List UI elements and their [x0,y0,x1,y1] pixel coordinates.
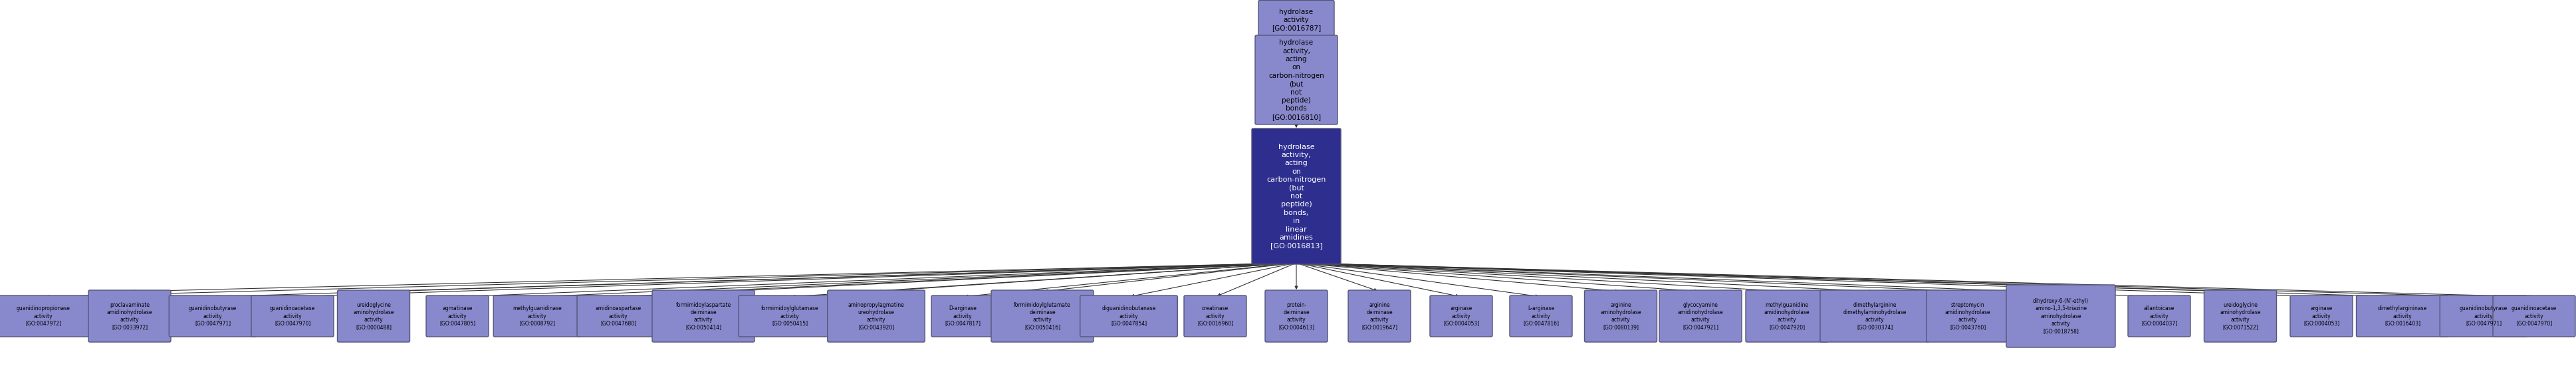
Text: methylguanidine
amidinohydrolase
activity
[GO:0047920]: methylguanidine amidinohydrolase activit… [1765,302,1811,330]
FancyBboxPatch shape [1252,129,1342,264]
FancyBboxPatch shape [1347,290,1412,342]
FancyBboxPatch shape [1584,290,1656,342]
FancyBboxPatch shape [170,296,258,337]
FancyBboxPatch shape [1927,290,2009,342]
FancyBboxPatch shape [1265,290,1327,342]
FancyBboxPatch shape [577,296,659,337]
FancyBboxPatch shape [2205,290,2277,342]
FancyBboxPatch shape [827,290,925,342]
Text: guanidinobutyrase
activity
[GO:0047971]: guanidinobutyrase activity [GO:0047971] [2460,306,2506,327]
FancyBboxPatch shape [2128,296,2190,337]
FancyBboxPatch shape [2439,296,2527,337]
FancyBboxPatch shape [1747,290,1829,342]
Text: protein-
deiminase
activity
[GO:0004613]: protein- deiminase activity [GO:0004613] [1278,302,1314,330]
Text: glycocyamine
amidinohydrolase
activity
[GO:0047921]: glycocyamine amidinohydrolase activity [… [1677,302,1723,330]
Text: arginase
activity
[GO:0004053]: arginase activity [GO:0004053] [2303,306,2339,327]
FancyBboxPatch shape [2494,296,2576,337]
Text: L-arginase
activity
[GO:0047816]: L-arginase activity [GO:0047816] [1522,306,1558,327]
FancyBboxPatch shape [1510,296,1571,337]
FancyBboxPatch shape [992,290,1095,342]
FancyBboxPatch shape [337,290,410,342]
FancyBboxPatch shape [933,296,994,337]
FancyBboxPatch shape [2357,296,2450,337]
FancyBboxPatch shape [1821,290,1929,342]
Text: creatinase
activity
[GO:0016960]: creatinase activity [GO:0016960] [1198,306,1234,327]
Text: arginine
deiminase
activity
[GO:0019647]: arginine deiminase activity [GO:0019647] [1360,302,1396,330]
Text: hydrolase
activity,
acting
on
carbon-nitrogen
(but
not
peptide)
bonds
[GO:001681: hydrolase activity, acting on carbon-nit… [1267,39,1324,120]
Text: formimidoylglutamase
activity
[GO:0050415]: formimidoylglutamase activity [GO:005041… [760,306,819,327]
Text: dimethylargininase
activity
[GO:0016403]: dimethylargininase activity [GO:0016403] [2378,306,2427,327]
Text: ureidoglycine
aminohydrolase
activity
[GO:0071522]: ureidoglycine aminohydrolase activity [G… [2221,302,2262,330]
Text: diguanidinobutanase
activity
[GO:0047854]: diguanidinobutanase activity [GO:0047854… [1103,306,1157,327]
Text: dimethylarginine
dimethylaminohydrolase
activity
[GO:0030374]: dimethylarginine dimethylaminohydrolase … [1842,302,1906,330]
Text: streptomycin
amidinohydrolase
activity
[GO:0043760]: streptomycin amidinohydrolase activity [… [1945,302,1991,330]
FancyBboxPatch shape [1430,296,1492,337]
Text: hydrolase
activity
[GO:0016787]: hydrolase activity [GO:0016787] [1273,8,1321,31]
Text: formimidoylglutamate
deiminase
activity
[GO:0050416]: formimidoylglutamate deiminase activity … [1015,302,1072,330]
Text: guanidinopropionase
activity
[GO:0047972]: guanidinopropionase activity [GO:0047972… [15,306,70,327]
Text: ureidoglycine
aminohydrolase
activity
[GO:0000488]: ureidoglycine aminohydrolase activity [G… [353,302,394,330]
Text: proclavaminate
amidinohydrolase
activity
[GO:0033972]: proclavaminate amidinohydrolase activity… [106,302,152,330]
Text: agmatinase
activity
[GO:0047805]: agmatinase activity [GO:0047805] [440,306,477,327]
FancyBboxPatch shape [0,296,93,337]
Text: arginine
aminohydrolase
activity
[GO:0080139]: arginine aminohydrolase activity [GO:008… [1600,302,1641,330]
FancyBboxPatch shape [1255,35,1337,124]
FancyBboxPatch shape [1260,0,1334,40]
Text: guanidinoacetase
activity
[GO:0047970]: guanidinoacetase activity [GO:0047970] [270,306,314,327]
Text: hydrolase
activity,
acting
on
carbon-nitrogen
(but
not
peptide)
bonds,
in
linear: hydrolase activity, acting on carbon-nit… [1267,144,1327,249]
FancyBboxPatch shape [652,290,755,342]
FancyBboxPatch shape [2007,285,2115,347]
Text: D-arginase
activity
[GO:0047817]: D-arginase activity [GO:0047817] [945,306,981,327]
FancyBboxPatch shape [88,290,170,342]
Text: amidinoaspartase
activity
[GO:0047680]: amidinoaspartase activity [GO:0047680] [595,306,641,327]
Text: formimidoylaspartate
deiminase
activity
[GO:0050414]: formimidoylaspartate deiminase activity … [675,302,732,330]
FancyBboxPatch shape [1079,296,1177,337]
Text: arginase
activity
[GO:0004053]: arginase activity [GO:0004053] [1443,306,1479,327]
FancyBboxPatch shape [425,296,489,337]
FancyBboxPatch shape [1185,296,1247,337]
Text: aminopropylagmatine
ureohydrolase
activity
[GO:0043920]: aminopropylagmatine ureohydrolase activi… [848,302,904,330]
FancyBboxPatch shape [252,296,335,337]
Text: guanidinoacetase
activity
[GO:0047970]: guanidinoacetase activity [GO:0047970] [2512,306,2558,327]
Text: allantoicase
activity
[GO:0004037]: allantoicase activity [GO:0004037] [2141,306,2177,327]
FancyBboxPatch shape [739,296,840,337]
FancyBboxPatch shape [2290,296,2352,337]
Text: dihydroxy-6-(N'-ethyl)
amino-1,3,5-triazine
aminohydrolase
activity
[GO:0018758]: dihydroxy-6-(N'-ethyl) amino-1,3,5-triaz… [2032,298,2089,334]
Text: guanidinobutyrase
activity
[GO:0047971]: guanidinobutyrase activity [GO:0047971] [188,306,237,327]
FancyBboxPatch shape [495,296,580,337]
Text: methylguanidinase
activity
[GO:0008792]: methylguanidinase activity [GO:0008792] [513,306,562,327]
FancyBboxPatch shape [1659,290,1741,342]
